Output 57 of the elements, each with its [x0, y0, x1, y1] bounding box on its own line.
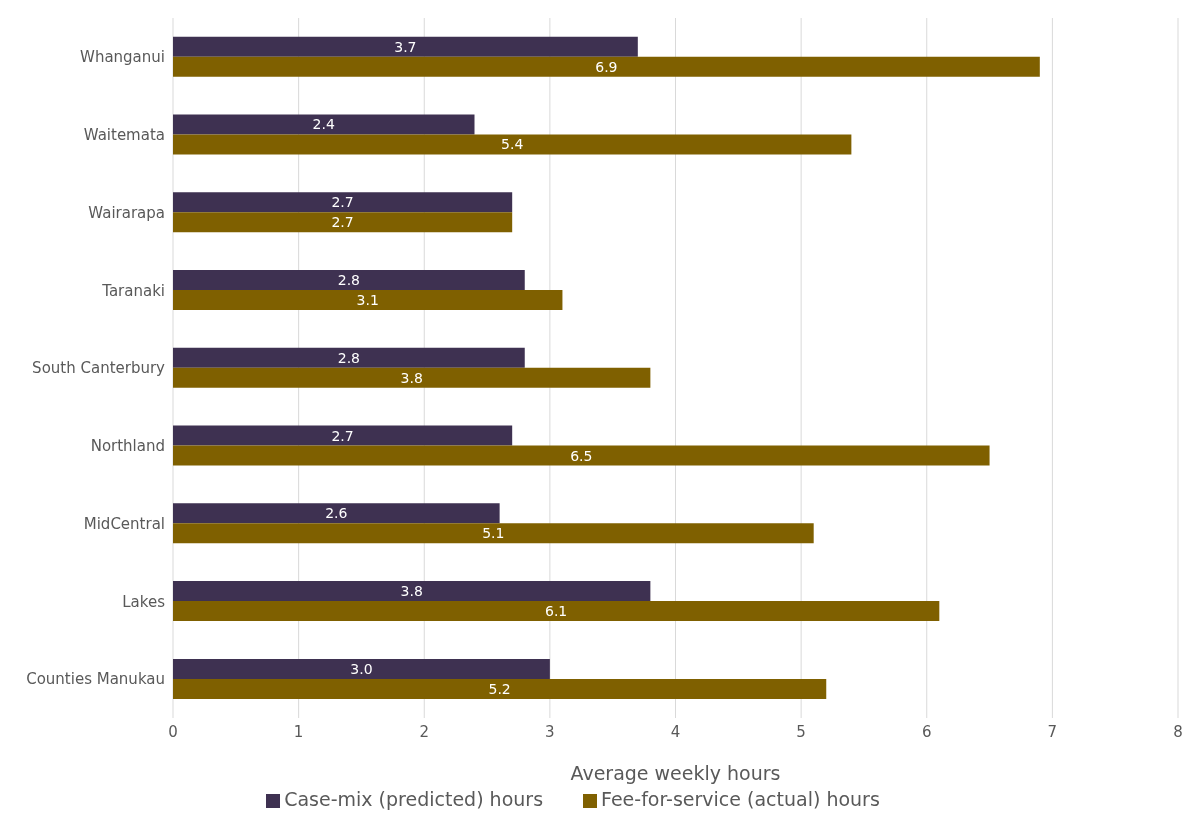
bar	[173, 56, 1040, 77]
y-tick-label: Whanganui	[80, 48, 165, 67]
data-label: 3.8	[400, 583, 423, 600]
y-tick-label: MidCentral	[83, 514, 165, 533]
data-label: 2.4	[312, 116, 335, 133]
x-tick-label: 5	[796, 722, 806, 741]
y-tick-label: South Canterbury	[32, 359, 166, 378]
y-tick-label: Lakes	[122, 592, 166, 611]
data-label: 3.8	[400, 369, 423, 386]
data-label: 2.6	[325, 505, 348, 522]
bar	[173, 445, 990, 466]
data-label: 6.5	[570, 447, 593, 464]
data-label: 5.4	[501, 136, 524, 153]
x-tick-label: 0	[168, 722, 178, 741]
data-label: 5.2	[488, 680, 511, 697]
bar	[173, 367, 651, 388]
bar	[173, 503, 500, 524]
bar	[173, 36, 638, 57]
data-label: 2.8	[337, 271, 361, 288]
data-label: 2.7	[331, 214, 354, 231]
data-label: 3.1	[356, 291, 379, 308]
bar	[173, 270, 525, 290]
data-label: 3.7	[394, 38, 417, 55]
data-label: 3.0	[350, 660, 373, 677]
x-tick-label: 8	[1173, 722, 1183, 741]
x-tick-label: 3	[545, 722, 555, 741]
bar	[173, 601, 940, 622]
y-tick-label: Waitemata	[83, 125, 165, 144]
data-label: 5.1	[482, 525, 505, 542]
bar	[173, 678, 827, 699]
bar	[173, 192, 513, 213]
y-tick-label: Northland	[90, 437, 165, 456]
x-tick-label: 7	[1047, 722, 1058, 741]
data-label: 6.9	[595, 58, 618, 75]
bar	[173, 212, 513, 233]
y-tick-label: Wairarapa	[88, 203, 165, 222]
x-tick-label: 1	[293, 722, 304, 741]
y-tick-label: Taranaki	[101, 281, 165, 300]
bar	[173, 290, 563, 310]
legend-label: Fee-for-service (actual) hours	[601, 788, 880, 810]
bar	[173, 425, 513, 446]
bar	[173, 134, 852, 155]
x-tick-label: 2	[419, 722, 430, 741]
x-tick-label: 6	[921, 722, 932, 741]
data-label: 6.1	[545, 603, 568, 620]
data-label: 2.7	[331, 194, 354, 211]
bar	[173, 523, 814, 544]
bar	[173, 581, 651, 602]
bar	[173, 658, 550, 679]
bar	[173, 347, 525, 368]
bar	[173, 114, 475, 135]
x-tick-label: 4	[670, 722, 681, 741]
legend-label: Case-mix (predicted) hours	[284, 788, 544, 810]
data-label: 2.8	[337, 349, 361, 366]
data-label: 2.7	[331, 427, 354, 444]
x-axis-title: Average weekly hours	[570, 762, 781, 784]
y-tick-label: Counties Manukau	[26, 670, 165, 689]
